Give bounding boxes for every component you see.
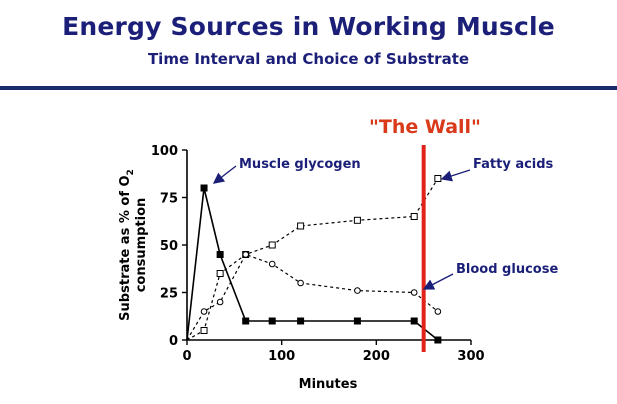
arrow-blood-glucose bbox=[422, 273, 454, 290]
point-blood-glucose-5 bbox=[297, 279, 304, 287]
y-axis-title-line1: Substrate as % of O bbox=[118, 175, 133, 320]
chart-axes: 0 25 50 75 100 0 100 200 300 bbox=[151, 144, 485, 364]
x-tick-label-100: 100 bbox=[268, 349, 295, 364]
x-tick-label-300: 300 bbox=[457, 349, 484, 364]
x-axis-title: Minutes bbox=[299, 377, 358, 392]
y-axis-title: Substrate as % of O2 consumption bbox=[118, 169, 149, 321]
page-subtitle: Time Interval and Choice of Substrate bbox=[147, 50, 470, 68]
series-label-muscle-glycogen: Muscle glycogen bbox=[239, 157, 361, 172]
point-muscle-glycogen-2 bbox=[216, 251, 224, 258]
y-axis-title-line2: consumption bbox=[134, 198, 149, 293]
point-fatty-acids-8 bbox=[434, 175, 442, 182]
series-line-fatty-acids bbox=[186, 178, 439, 341]
y-axis-title-subscript: 2 bbox=[126, 169, 136, 175]
point-muscle-glycogen-8 bbox=[434, 336, 442, 344]
point-muscle-glycogen-5 bbox=[297, 317, 305, 325]
point-fatty-acids-7 bbox=[410, 213, 418, 220]
series-annotations: Muscle glycogen Fatty acids Blood glucos… bbox=[212, 157, 558, 290]
point-muscle-glycogen-4 bbox=[268, 317, 276, 325]
point-blood-glucose-7 bbox=[410, 289, 418, 296]
point-muscle-glycogen-6 bbox=[353, 317, 361, 325]
point-fatty-acids-6 bbox=[353, 216, 361, 224]
the-wall-label: "The Wall" bbox=[369, 116, 481, 138]
y-tick-label-100: 100 bbox=[151, 144, 178, 159]
point-muscle-glycogen-3 bbox=[242, 317, 250, 325]
title-divider bbox=[0, 86, 617, 90]
series-label-fatty-acids: Fatty acids bbox=[473, 157, 554, 172]
point-blood-glucose-4 bbox=[268, 260, 276, 268]
arrow-muscle-glycogen bbox=[212, 165, 237, 184]
y-tick-label-0: 0 bbox=[169, 334, 178, 349]
x-tick-label-200: 200 bbox=[363, 349, 390, 364]
point-fatty-acids-4 bbox=[268, 241, 276, 249]
point-blood-glucose-8 bbox=[434, 308, 442, 315]
y-tick-label-25: 25 bbox=[160, 287, 178, 302]
y-tick-label-75: 75 bbox=[160, 192, 178, 207]
series-line-muscle-glycogen bbox=[186, 187, 439, 341]
arrow-fatty-acids bbox=[440, 169, 471, 182]
x-tick-label-0: 0 bbox=[182, 349, 191, 364]
point-fatty-acids-2 bbox=[216, 270, 224, 277]
point-fatty-acids-1 bbox=[200, 327, 208, 334]
point-blood-glucose-3 bbox=[242, 251, 249, 258]
series-lines bbox=[186, 178, 439, 341]
point-muscle-glycogen-1 bbox=[200, 184, 208, 192]
series-label-blood-glucose: Blood glucose bbox=[456, 262, 558, 277]
svg-text:Substrate as % of O2: Substrate as % of O2 bbox=[118, 169, 136, 321]
point-blood-glucose-1 bbox=[200, 308, 208, 315]
point-blood-glucose-6 bbox=[354, 287, 361, 294]
point-blood-glucose-2 bbox=[216, 298, 224, 306]
point-muscle-glycogen-7 bbox=[410, 317, 418, 325]
series-points bbox=[200, 175, 442, 344]
y-tick-label-50: 50 bbox=[160, 239, 178, 254]
page-title: Energy Sources in Working Muscle bbox=[62, 12, 555, 41]
point-fatty-acids-5 bbox=[297, 222, 305, 230]
